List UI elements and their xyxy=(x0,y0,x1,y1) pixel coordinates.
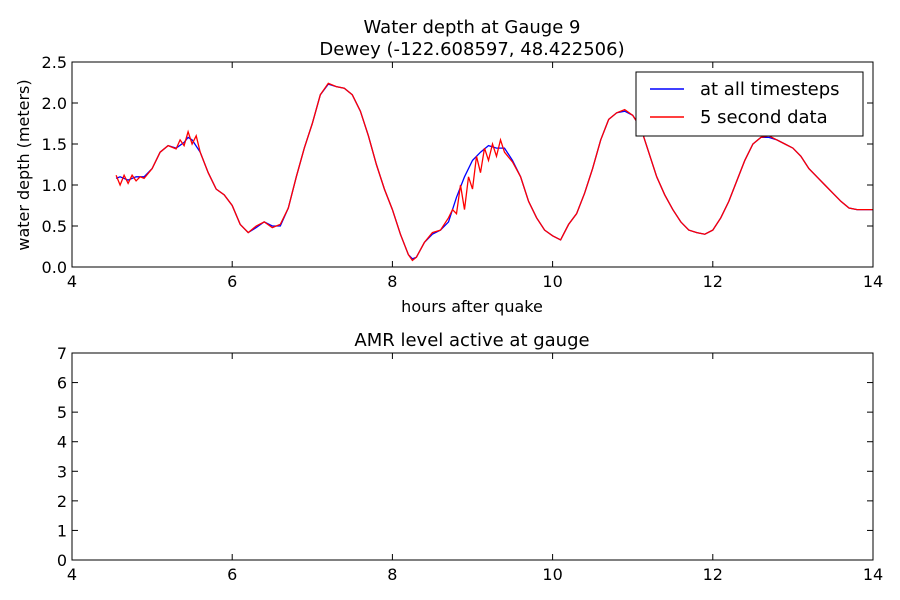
chart2-ytick-label: 1 xyxy=(57,521,67,540)
chart1-title-line2: Dewey (-122.608597, 48.422506) xyxy=(319,39,624,60)
chart1-xtick-label: 10 xyxy=(542,272,562,291)
chart2-ytick-label: 6 xyxy=(57,374,67,393)
chart1-xtick-label: 6 xyxy=(227,272,237,291)
legend-label-series-1: at all timesteps xyxy=(700,79,840,100)
chart2-xtick-label: 12 xyxy=(703,565,723,584)
legend-box xyxy=(635,71,864,137)
chart1-title-line1: Water depth at Gauge 9 xyxy=(364,17,581,38)
chart1-ticks: 4 6 8 10 12 14 0.0 0.5 1.0 1.5 2.0 2.5 xyxy=(42,53,884,291)
chart1-series-group xyxy=(115,82,873,262)
series-line-2 xyxy=(115,82,873,262)
chart2-ytick-label: 4 xyxy=(57,433,67,452)
chart2-title: AMR level active at gauge xyxy=(354,330,589,351)
chart2-ytick-label: 3 xyxy=(57,462,67,481)
legend-label-series-2: 5 second data xyxy=(700,107,828,128)
chart1-ytick-label: 1.5 xyxy=(42,135,67,154)
chart1-ytick-label: 0.0 xyxy=(42,258,67,277)
chart1-xtick-label: 12 xyxy=(703,272,723,291)
amr-level-chart: AMR level active at gauge 4 6 8 10 12 1401234… xyxy=(57,330,883,584)
chart1-plot-frame xyxy=(71,61,874,268)
chart2-plot-frame xyxy=(71,352,874,561)
chart2-ytick-label: 5 xyxy=(57,403,67,422)
chart1-ylabel: water depth (meters) xyxy=(14,79,33,250)
chart2-xtick-label: 14 xyxy=(863,565,883,584)
chart1-xlabel: hours after quake xyxy=(401,297,543,316)
chart1-ytick-label: 2.5 xyxy=(42,53,67,72)
chart1-ytick-label: 0.5 xyxy=(42,217,67,236)
chart1-ytick-label: 2.0 xyxy=(42,94,67,113)
chart2-xtick-label: 10 xyxy=(542,565,562,584)
chart2-xtick-label: 6 xyxy=(227,565,237,584)
chart1-ytick-label: 1.0 xyxy=(42,176,67,195)
chart1-legend: at all timesteps 5 second data xyxy=(635,71,864,137)
water-depth-chart: Water depth at Gauge 9 Dewey (-122.60859… xyxy=(14,17,883,316)
chart2-ytick-label: 2 xyxy=(57,492,67,511)
chart2-ytick-label: 0 xyxy=(57,551,67,570)
chart1-xtick-label: 4 xyxy=(67,272,77,291)
chart1-xtick-label: 14 xyxy=(863,272,883,291)
chart2-ytick-label: 7 xyxy=(57,344,67,363)
chart1-xtick-label: 8 xyxy=(387,272,397,291)
chart2-xtick-label: 8 xyxy=(387,565,397,584)
chart2-xtick-label: 4 xyxy=(67,565,77,584)
